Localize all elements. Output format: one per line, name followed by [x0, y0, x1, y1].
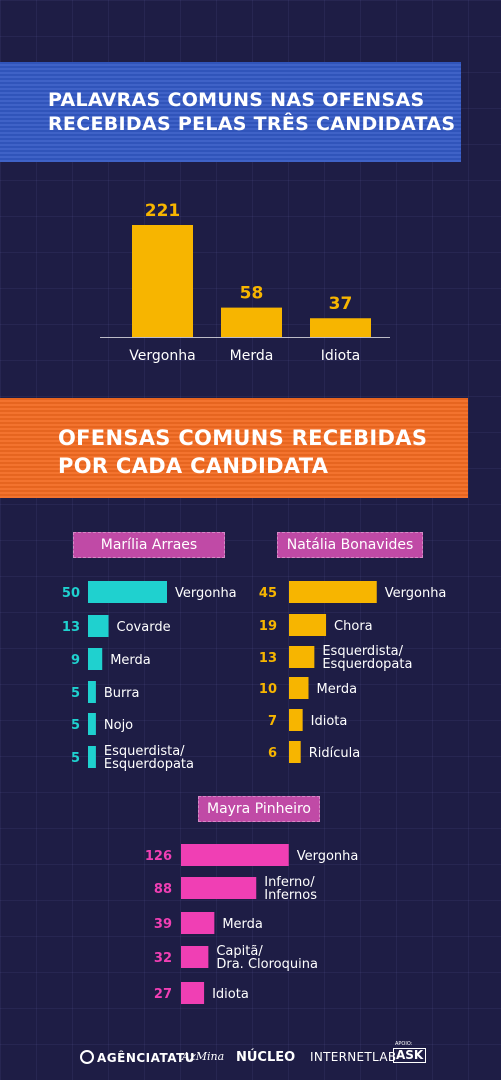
- marilia-merda-value: 9: [71, 653, 80, 668]
- natalia-vergonha-bar: [289, 581, 377, 603]
- natalia-idiota-bar: [289, 709, 303, 731]
- mayra-inferno-infernos-label-line1: Inferno/: [264, 875, 315, 890]
- mayra-capit-dra-cloroquina-label-line2: Dra. Cloroquina: [216, 957, 318, 972]
- bar-vergonha: [132, 225, 193, 337]
- marilia-merda-label: Merda: [110, 653, 151, 668]
- header-banner-words: PALAVRAS COMUNS NAS OFENSAS RECEBIDAS PE…: [0, 62, 461, 162]
- mayra-vergonha-value: 126: [145, 849, 172, 864]
- marilia-vergonha-value: 50: [62, 586, 80, 601]
- natalia-rid-cula-value: 6: [268, 746, 277, 761]
- marilia-nojo-bar: [88, 713, 96, 735]
- section-title-offenses-per-candidate: OFENSAS COMUNS RECEBIDAS POR CADA CANDID…: [58, 424, 427, 480]
- marilia-vergonha-label: Vergonha: [175, 586, 237, 601]
- marilia-vergonha-bar: [88, 581, 167, 603]
- logo-agencia-tatu: AGÊNCIATATU: [80, 1050, 195, 1065]
- value-label-idiota: 37: [329, 294, 353, 314]
- mayra-inferno-infernos-bar: [181, 877, 257, 899]
- natalia-esquerdista-esquerdopata-label-line2: Esquerdopata: [322, 657, 412, 672]
- value-label-merda: 58: [240, 284, 264, 304]
- logo-ask: ASK: [393, 1048, 427, 1063]
- natalia-rid-cula-label: Ridícula: [309, 746, 360, 761]
- natalia-esquerdista-esquerdopata-value: 13: [259, 651, 277, 666]
- marilia-esquerdista-esquerdopata-label-line1: Esquerdista/: [104, 744, 185, 759]
- bar-idiota: [310, 318, 371, 337]
- category-label-vergonha: Vergonha: [129, 348, 195, 364]
- header-banner-offenses: OFENSAS COMUNS RECEBIDAS POR CADA CANDID…: [0, 398, 468, 498]
- mayra-vergonha-label: Vergonha: [297, 849, 359, 864]
- logo-nucleo: NÚCLEO: [236, 1050, 296, 1065]
- mayra-inferno-infernos-label-line2: Infernos: [264, 888, 317, 903]
- title-line-1: PALAVRAS COMUNS NAS OFENSAS: [48, 89, 425, 111]
- marilia-nojo-label: Nojo: [104, 718, 133, 733]
- logo-azmina: AzMina: [182, 1050, 225, 1063]
- marilia-covarde-value: 13: [62, 620, 80, 635]
- natalia-vergonha-value: 45: [259, 586, 277, 601]
- marilia-esquerdista-esquerdopata-value: 5: [71, 751, 80, 766]
- mayra-idiota-value: 27: [154, 987, 172, 1002]
- marilia-burra-label: Burra: [104, 686, 140, 701]
- marilia-esquerdista-esquerdopata-label-line2: Esquerdopata: [104, 757, 194, 772]
- category-label-idiota: Idiota: [321, 348, 361, 364]
- natalia-vergonha-label: Vergonha: [385, 586, 447, 601]
- marilia-covarde-label: Covarde: [117, 620, 171, 635]
- title-line-2: POR CADA CANDIDATA: [58, 454, 329, 478]
- natalia-merda-value: 10: [259, 682, 277, 697]
- title-line-2: RECEBIDAS PELAS TRÊS CANDIDATAS: [48, 113, 456, 135]
- section-title-common-words: PALAVRAS COMUNS NAS OFENSAS RECEBIDAS PE…: [48, 88, 455, 136]
- natalia-rid-cula-bar: [289, 741, 301, 763]
- mayra-capit-dra-cloroquina-bar: [181, 946, 209, 968]
- bar-merda: [221, 307, 282, 337]
- marilia-merda-bar: [88, 648, 103, 670]
- candidate-tag-natalia: Natália Bonavides: [277, 532, 423, 558]
- mayra-inferno-infernos-value: 88: [154, 882, 172, 897]
- candidate-tag-mayra: Mayra Pinheiro: [198, 796, 320, 822]
- marilia-burra-value: 5: [71, 686, 80, 701]
- logo-internetlab: INTERNETLAB: [310, 1050, 397, 1064]
- marilia-covarde-bar: [88, 615, 109, 637]
- footer-logos: AGÊNCIATATU AzMina NÚCLEO INTERNETLAB AP…: [0, 1040, 501, 1080]
- mayra-merda-label: Merda: [222, 917, 263, 932]
- mayra-idiota-label: Idiota: [212, 987, 249, 1002]
- natalia-merda-label: Merda: [317, 682, 358, 697]
- mayra-capit-dra-cloroquina-label-line1: Capitã/: [216, 944, 263, 959]
- apoio-label: APOIO:: [395, 1041, 413, 1047]
- category-label-merda: Merda: [230, 348, 274, 364]
- logo-text: AGÊNCIATATU: [97, 1051, 196, 1065]
- natalia-esquerdista-esquerdopata-label-line1: Esquerdista/: [322, 644, 403, 659]
- natalia-chora-bar: [289, 614, 327, 636]
- natalia-merda-bar: [289, 677, 309, 699]
- value-label-vergonha: 221: [145, 201, 181, 221]
- mayra-merda-value: 39: [154, 917, 172, 932]
- charts-canvas: 221 Vergonha 58 Merda 37 Idiota 50 Vergonha 13 Co…: [62, 201, 447, 1004]
- mayra-capit-dra-cloroquina-value: 32: [154, 951, 172, 966]
- marilia-burra-bar: [88, 681, 96, 703]
- mayra-vergonha-bar: [181, 844, 289, 866]
- title-line-1: OFENSAS COMUNS RECEBIDAS: [58, 426, 428, 450]
- mayra-idiota-bar: [181, 982, 205, 1004]
- natalia-idiota-value: 7: [268, 714, 277, 729]
- mayra-merda-bar: [181, 912, 215, 934]
- natalia-chora-value: 19: [259, 619, 277, 634]
- marilia-nojo-value: 5: [71, 718, 80, 733]
- natalia-esquerdista-esquerdopata-bar: [289, 646, 315, 668]
- tatu-logo-icon: [80, 1050, 94, 1064]
- marilia-esquerdista-esquerdopata-bar: [88, 746, 96, 768]
- natalia-chora-label: Chora: [334, 619, 373, 634]
- natalia-idiota-label: Idiota: [311, 714, 348, 729]
- candidate-tag-marilia: Marília Arraes: [73, 532, 225, 558]
